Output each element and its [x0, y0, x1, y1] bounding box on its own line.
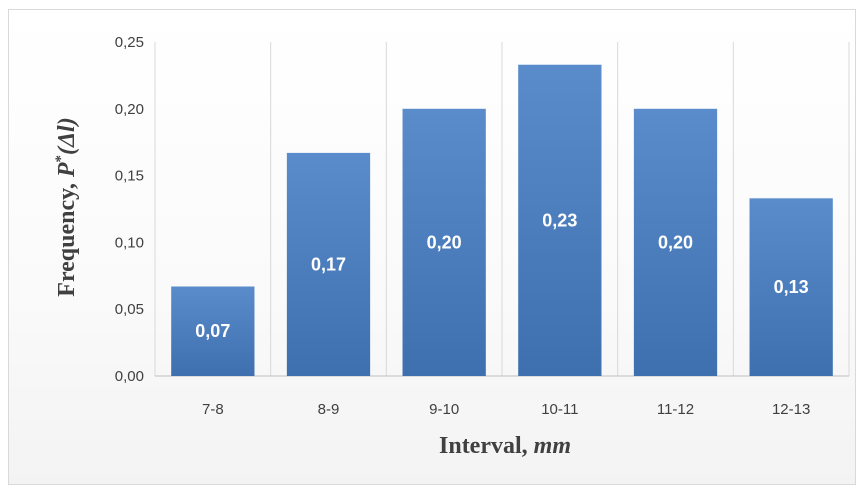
- bars: 0,07 0,17 0,20 0,23 0,20 0,13: [171, 64, 833, 377]
- data-label: 0,13: [774, 277, 809, 297]
- x-tick-label: 7-8: [202, 401, 224, 418]
- x-tick-label: 12-13: [772, 401, 810, 418]
- y-tick-label: 0,20: [115, 101, 144, 118]
- bar: [286, 152, 371, 376]
- y-tick-label: 0,15: [115, 168, 144, 185]
- data-label: 0,23: [542, 210, 577, 230]
- bar: [402, 108, 486, 377]
- x-tick-label: 8-9: [318, 401, 340, 418]
- x-tick-label: 11-12: [657, 401, 694, 418]
- data-label: 0,20: [658, 232, 693, 252]
- x-tick-label: 10-11: [541, 401, 578, 418]
- y-tick-label: 0,05: [115, 301, 144, 318]
- y-axis-title: Frequency, P*(Δl): [53, 117, 80, 296]
- x-axis-title: Interval, mm: [439, 433, 571, 459]
- bar: [749, 198, 833, 376]
- x-tick-label: 9-10: [429, 401, 459, 418]
- gridlines: [154, 42, 850, 377]
- data-label: 0,07: [195, 321, 230, 341]
- y-tick-label: 0,25: [115, 34, 144, 51]
- bar: [518, 64, 602, 376]
- bar: [633, 108, 718, 377]
- tick-labels: 0,00 0,05 0,10 0,15 0,20 0,25 7-8 8-9 9-10 10-11 1…: [115, 34, 811, 418]
- y-tick-label: 0,10: [115, 234, 144, 251]
- data-label: 0,20: [427, 232, 462, 252]
- y-tick-label: 0,00: [115, 368, 144, 385]
- bar: [171, 286, 255, 376]
- data-label: 0,17: [311, 254, 346, 274]
